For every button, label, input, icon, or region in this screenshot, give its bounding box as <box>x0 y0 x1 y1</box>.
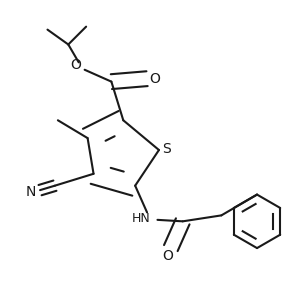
Text: N: N <box>26 184 36 199</box>
Text: O: O <box>70 58 81 72</box>
Text: HN: HN <box>132 212 151 225</box>
Text: S: S <box>162 142 171 155</box>
Text: O: O <box>149 72 160 86</box>
Text: O: O <box>162 248 173 262</box>
